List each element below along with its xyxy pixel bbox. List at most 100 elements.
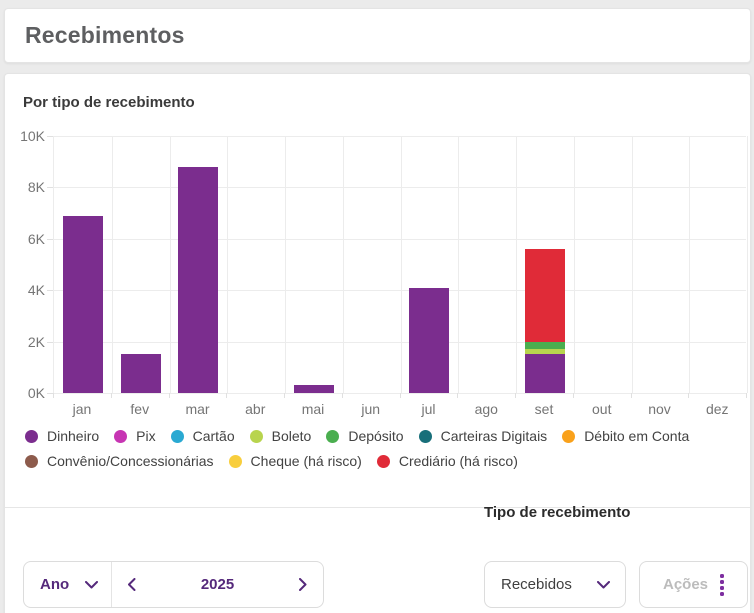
gridline <box>54 238 746 240</box>
period-type-select[interactable]: Ano <box>24 562 112 607</box>
legend-item-Convênio/Concessionárias[interactable]: Convênio/Concessionárias <box>25 453 214 469</box>
bar-segment-set-Boleto[interactable] <box>524 349 565 355</box>
x-tick-mark <box>688 393 690 398</box>
receipts-chart-card: Por tipo de recebimento 0K 2K 4K 6K 8K 10K jan… <box>4 73 751 613</box>
chevron-right-icon[interactable] <box>299 578 307 591</box>
actions-label: Ações <box>662 576 709 593</box>
bar-segment-set-Dinheiro[interactable] <box>524 354 565 393</box>
legend-label: Depósito <box>348 428 404 444</box>
gridline <box>573 136 575 393</box>
x-tick-mark <box>226 393 228 398</box>
gridline <box>227 136 229 393</box>
page-title: Recebimentos <box>25 22 185 48</box>
chevron-down-icon <box>85 580 98 589</box>
legend-item-Pix[interactable]: Pix <box>114 428 156 444</box>
bottom-controls: Ano 2025 Tipo de recebimento Recebidos <box>5 504 750 613</box>
legend-label: Convênio/Concessionárias <box>47 453 214 469</box>
gridline <box>54 136 746 137</box>
divider <box>5 507 750 508</box>
gridline <box>54 341 746 343</box>
x-tick-label-fev: fev <box>130 401 150 417</box>
year-value: 2025 <box>200 576 235 593</box>
receipts-bar-chart: 0K 2K 4K 6K 8K 10K jan fev mar abr mai jun jul ago set… <box>5 128 751 428</box>
x-tick-mark <box>399 393 401 398</box>
legend-label: Pix <box>136 428 156 444</box>
bar-segment-mai-Dinheiro[interactable] <box>293 385 334 393</box>
y-tick-label: 10K <box>20 128 45 144</box>
bar-segment-set-Depósito[interactable] <box>524 341 565 350</box>
x-tick-mark <box>457 393 459 398</box>
y-tick-label: 8K <box>27 179 45 196</box>
legend-item-Depósito[interactable]: Depósito <box>326 428 404 444</box>
legend-item-Cartão[interactable]: Cartão <box>170 428 235 444</box>
x-tick-mark <box>53 393 54 398</box>
legend-dot-icon <box>326 429 340 443</box>
gridline <box>54 290 746 292</box>
period-navigator: Ano 2025 <box>23 561 324 608</box>
legend-item-Carteiras Digitais[interactable]: Carteiras Digitais <box>418 428 547 444</box>
legend-dot-icon <box>376 454 390 468</box>
receipt-type-select[interactable]: Recebidos <box>484 561 626 608</box>
legend-dot-icon <box>418 429 432 443</box>
legend-item-Dinheiro[interactable]: Dinheiro <box>25 428 99 444</box>
legend-dot-icon <box>562 429 576 443</box>
x-tick-mark <box>341 393 343 398</box>
gridline <box>631 136 633 393</box>
y-tick-mark <box>47 290 53 292</box>
gridline <box>54 187 746 189</box>
year-navigator: 2025 <box>112 562 323 607</box>
gridline <box>458 136 460 393</box>
legend-dot-icon <box>249 429 263 443</box>
bar-segment-mar-Dinheiro[interactable] <box>178 166 219 393</box>
legend-label: Dinheiro <box>47 428 100 444</box>
legend-dot-icon <box>170 429 184 443</box>
bar-segment-jul-Dinheiro[interactable] <box>409 287 450 393</box>
x-tick-label-ago: ago <box>474 401 498 417</box>
legend-item-Débito em Conta[interactable]: Débito em Conta <box>562 428 689 444</box>
y-tick-label: 4K <box>27 282 45 299</box>
gridline <box>169 136 171 393</box>
x-tick-label-nov: nov <box>648 401 671 417</box>
y-tick-mark <box>47 341 53 343</box>
x-tick-label-set: set <box>534 401 554 417</box>
legend-dot-icon <box>228 454 242 468</box>
y-tick-mark <box>47 136 53 137</box>
x-tick-label-mar: mar <box>185 401 210 417</box>
chevron-left-icon[interactable] <box>128 578 136 591</box>
x-tick-label-jul: jul <box>421 401 436 417</box>
actions-button[interactable]: Ações <box>639 561 748 608</box>
x-tick-mark <box>168 393 170 398</box>
x-tick-label-jan: jan <box>72 401 92 417</box>
bar-segment-jan-Dinheiro[interactable] <box>62 215 103 393</box>
filter-value: Recebidos <box>501 576 572 593</box>
legend-label: Crediário (há risco) <box>398 453 518 469</box>
gridline <box>285 136 286 393</box>
gridline <box>111 136 113 393</box>
legend-label: Boleto <box>271 428 312 444</box>
legend-dot-icon <box>25 429 38 443</box>
header-card: Recebimentos <box>4 8 751 63</box>
bar-segment-fev-Dinheiro[interactable] <box>120 354 161 393</box>
x-tick-mark <box>630 393 632 398</box>
gridline <box>516 136 517 393</box>
kebab-menu-icon <box>720 573 725 596</box>
chevron-down-icon <box>597 580 610 589</box>
legend-item-Crediário (há risco)[interactable]: Crediário (há risco) <box>376 453 518 469</box>
legend-label: Cheque (há risco) <box>250 453 362 469</box>
legend-label: Cartão <box>192 428 235 444</box>
period-type-value: Ano <box>40 576 70 593</box>
x-tick-label-mai: mai <box>301 401 325 417</box>
legend-label: Débito em Conta <box>584 428 690 444</box>
filter-label: Tipo de recebimento <box>484 504 631 521</box>
y-tick-mark <box>47 187 53 189</box>
gridline <box>747 136 748 393</box>
y-tick-label: 2K <box>27 333 45 350</box>
x-tick-mark <box>572 393 574 398</box>
legend-item-Cheque (há risco)[interactable]: Cheque (há risco) <box>228 453 362 469</box>
x-tick-mark <box>746 393 747 398</box>
legend-item-Boleto[interactable]: Boleto <box>249 428 312 444</box>
bar-segment-set-Crediário (há risco)[interactable] <box>524 249 565 342</box>
y-tick-label: 6K <box>27 230 45 247</box>
y-tick-mark <box>47 238 53 240</box>
